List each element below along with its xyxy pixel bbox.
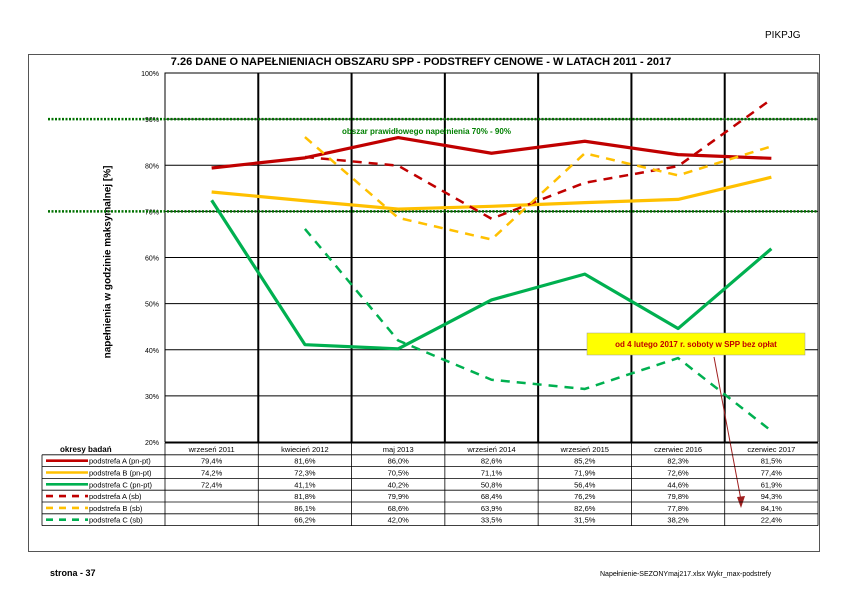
data-label: 38,2% (667, 516, 689, 525)
data-label: 74,2% (201, 469, 223, 478)
annotation-box (586, 332, 806, 356)
chart-frame (28, 54, 820, 552)
table-header-label: okresy badań (60, 445, 112, 454)
data-label: 85,2% (574, 457, 596, 466)
y-tick-label: 90% (145, 117, 159, 124)
legend-label: podstrefa A (pn-pt) (89, 457, 151, 466)
x-tick-label: maj 2013 (383, 445, 414, 454)
y-tick-label: 40% (145, 348, 159, 355)
x-tick-label: czerwiec 2016 (654, 445, 702, 454)
data-label: 33,5% (481, 516, 503, 525)
y-tick-label: 30% (145, 394, 159, 401)
y-tick-label: 60% (145, 256, 159, 263)
data-label: 61,9% (761, 480, 783, 489)
data-label: 86,1% (294, 504, 316, 513)
series-line (211, 175, 772, 211)
y-tick-label: 100% (141, 71, 159, 78)
data-label: 79,4% (201, 457, 223, 466)
data-label: 40,2% (388, 480, 410, 489)
data-label: 50,8% (481, 480, 503, 489)
annotation-arrow-line (713, 356, 742, 501)
data-label: 63,9% (481, 504, 503, 513)
data-label: 31,5% (574, 516, 596, 525)
x-tick-label: wrzesień 2014 (466, 445, 515, 454)
reference-label: obszar prawidłowego napełnienia 70% - 90… (342, 127, 511, 136)
data-label: 41,1% (294, 480, 316, 489)
data-label: 71,1% (481, 469, 503, 478)
page-number: strona - 37 (50, 568, 96, 578)
corner-label: PIKPJG (765, 30, 801, 41)
x-tick-label: wrzesień 2015 (560, 445, 609, 454)
annotation-text: od 4 lutego 2017 r. soboty w SPP bez opł… (615, 340, 777, 349)
data-label: 79,9% (388, 492, 410, 501)
legend-label: podstrefa C (sb) (89, 516, 143, 525)
legend-label: podstrefa B (sb) (89, 504, 143, 513)
data-label: 72,3% (294, 469, 316, 478)
source-file-label: Napełnienie-SEZONYmaj217.xlsx Wykr_max-p… (600, 571, 772, 578)
data-label: 68,6% (388, 504, 410, 513)
y-tick-label: 50% (145, 302, 159, 309)
data-label: 82,6% (481, 457, 503, 466)
data-label: 81,6% (294, 457, 316, 466)
data-label: 82,6% (574, 504, 596, 513)
data-label: 81,8% (294, 492, 316, 501)
legend-label: podstrefa A (sb) (89, 492, 142, 501)
x-tick-label: wrzeseń 2011 (188, 445, 235, 454)
data-label: 81,5% (761, 457, 783, 466)
data-label: 72,6% (667, 469, 689, 478)
data-label: 82,3% (667, 457, 689, 466)
series-line (210, 199, 773, 351)
data-label: 77,4% (761, 469, 783, 478)
data-label: 77,8% (667, 504, 689, 513)
data-label: 70,5% (388, 469, 410, 478)
legend-label: podstrefa B (pn-pt) (89, 469, 152, 478)
y-tick-label: 80% (145, 163, 159, 170)
data-label: 42,0% (388, 516, 410, 525)
data-label: 56,4% (574, 480, 596, 489)
x-tick-label: kwiecień 2012 (281, 445, 329, 454)
series-line (303, 228, 773, 432)
data-label: 22,4% (761, 516, 783, 525)
x-tick-label: czerwiec 2017 (747, 445, 795, 454)
data-label: 71,9% (574, 469, 596, 478)
data-label: 76,2% (574, 492, 596, 501)
data-label: 79,8% (667, 492, 689, 501)
legend-label: podstrefa C (pn-pt) (89, 480, 152, 489)
y-tick-label: 70% (145, 209, 159, 216)
data-label: 68,4% (481, 492, 503, 501)
y-tick-label: 20% (145, 440, 159, 447)
data-label: 66,2% (294, 516, 316, 525)
data-label: 84,1% (761, 504, 783, 513)
data-label: 72,4% (201, 480, 223, 489)
data-label: 44,6% (667, 480, 689, 489)
data-label: 86,0% (388, 457, 410, 466)
data-label: 94,3% (761, 492, 783, 501)
series-line (304, 136, 772, 241)
chart-title: 7.26 DANE O NAPEŁNIENIACH OBSZARU SPP - … (170, 56, 672, 68)
